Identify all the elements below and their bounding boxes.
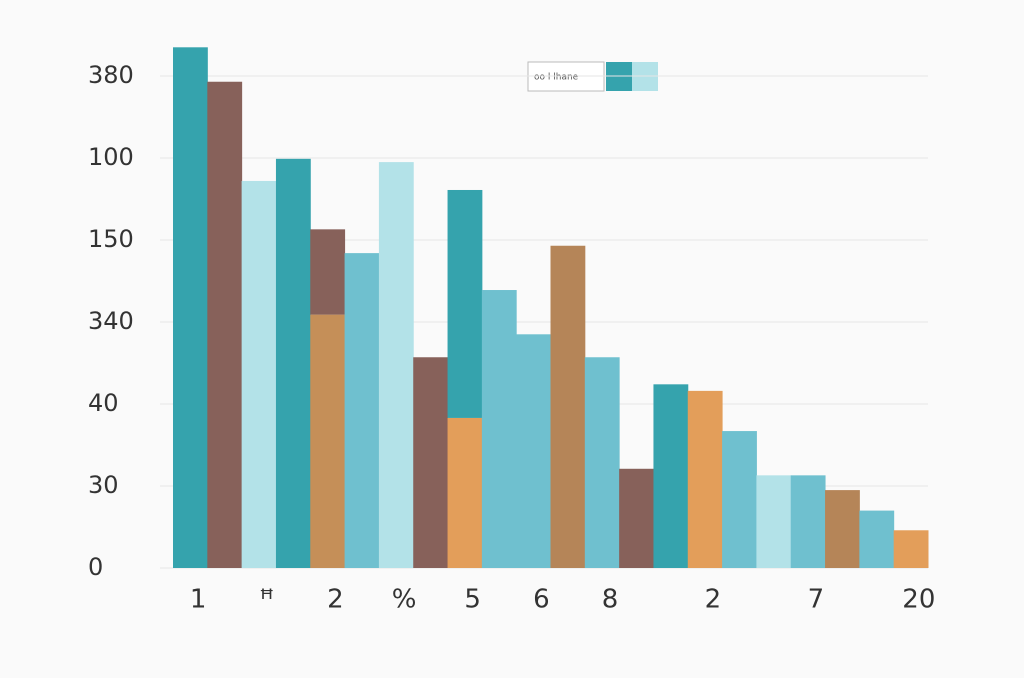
- bar: [584, 357, 620, 568]
- bar: [413, 357, 449, 568]
- bar: [722, 431, 757, 568]
- y-tick-label: 0: [88, 553, 103, 581]
- bar: [516, 334, 551, 568]
- bar: [756, 475, 792, 568]
- x-tick-label: 20: [902, 585, 935, 615]
- bar: [447, 189, 483, 418]
- bar: [790, 475, 826, 568]
- bar: [378, 162, 414, 568]
- legend-label: oo l lhane: [534, 73, 579, 83]
- x-tick-label: 8: [602, 585, 619, 615]
- bar: [241, 180, 277, 568]
- y-tick-label: 380: [88, 61, 134, 89]
- bar: [481, 290, 517, 568]
- x-tick-label: 7: [808, 585, 825, 615]
- x-tick-label: 5: [464, 585, 481, 615]
- bar: [344, 253, 380, 568]
- y-tick-label: 40: [88, 389, 119, 417]
- bar: [447, 417, 483, 568]
- y-tick-label: 30: [88, 471, 119, 499]
- bar: [619, 468, 654, 568]
- y-tick-label: 100: [88, 143, 134, 171]
- bar: [859, 510, 895, 568]
- bar: [687, 390, 723, 568]
- x-tick-label: 2: [327, 585, 344, 615]
- bar: [825, 490, 860, 568]
- bar: [893, 530, 929, 568]
- x-tick-label: 2: [705, 585, 722, 615]
- bar: [173, 47, 208, 569]
- bar: [310, 314, 346, 568]
- bar: [653, 384, 689, 568]
- x-tick-label: %: [392, 585, 417, 615]
- bar: [550, 245, 586, 569]
- x-tick-label: ꟸ: [259, 585, 274, 615]
- bar: [207, 81, 243, 569]
- y-tick-label: 150: [88, 225, 134, 253]
- y-tick-label: 340: [88, 307, 134, 335]
- x-tick-label: 6: [533, 585, 550, 615]
- bar: [275, 158, 311, 568]
- x-tick-label: 1: [190, 585, 207, 615]
- bar: [310, 229, 346, 315]
